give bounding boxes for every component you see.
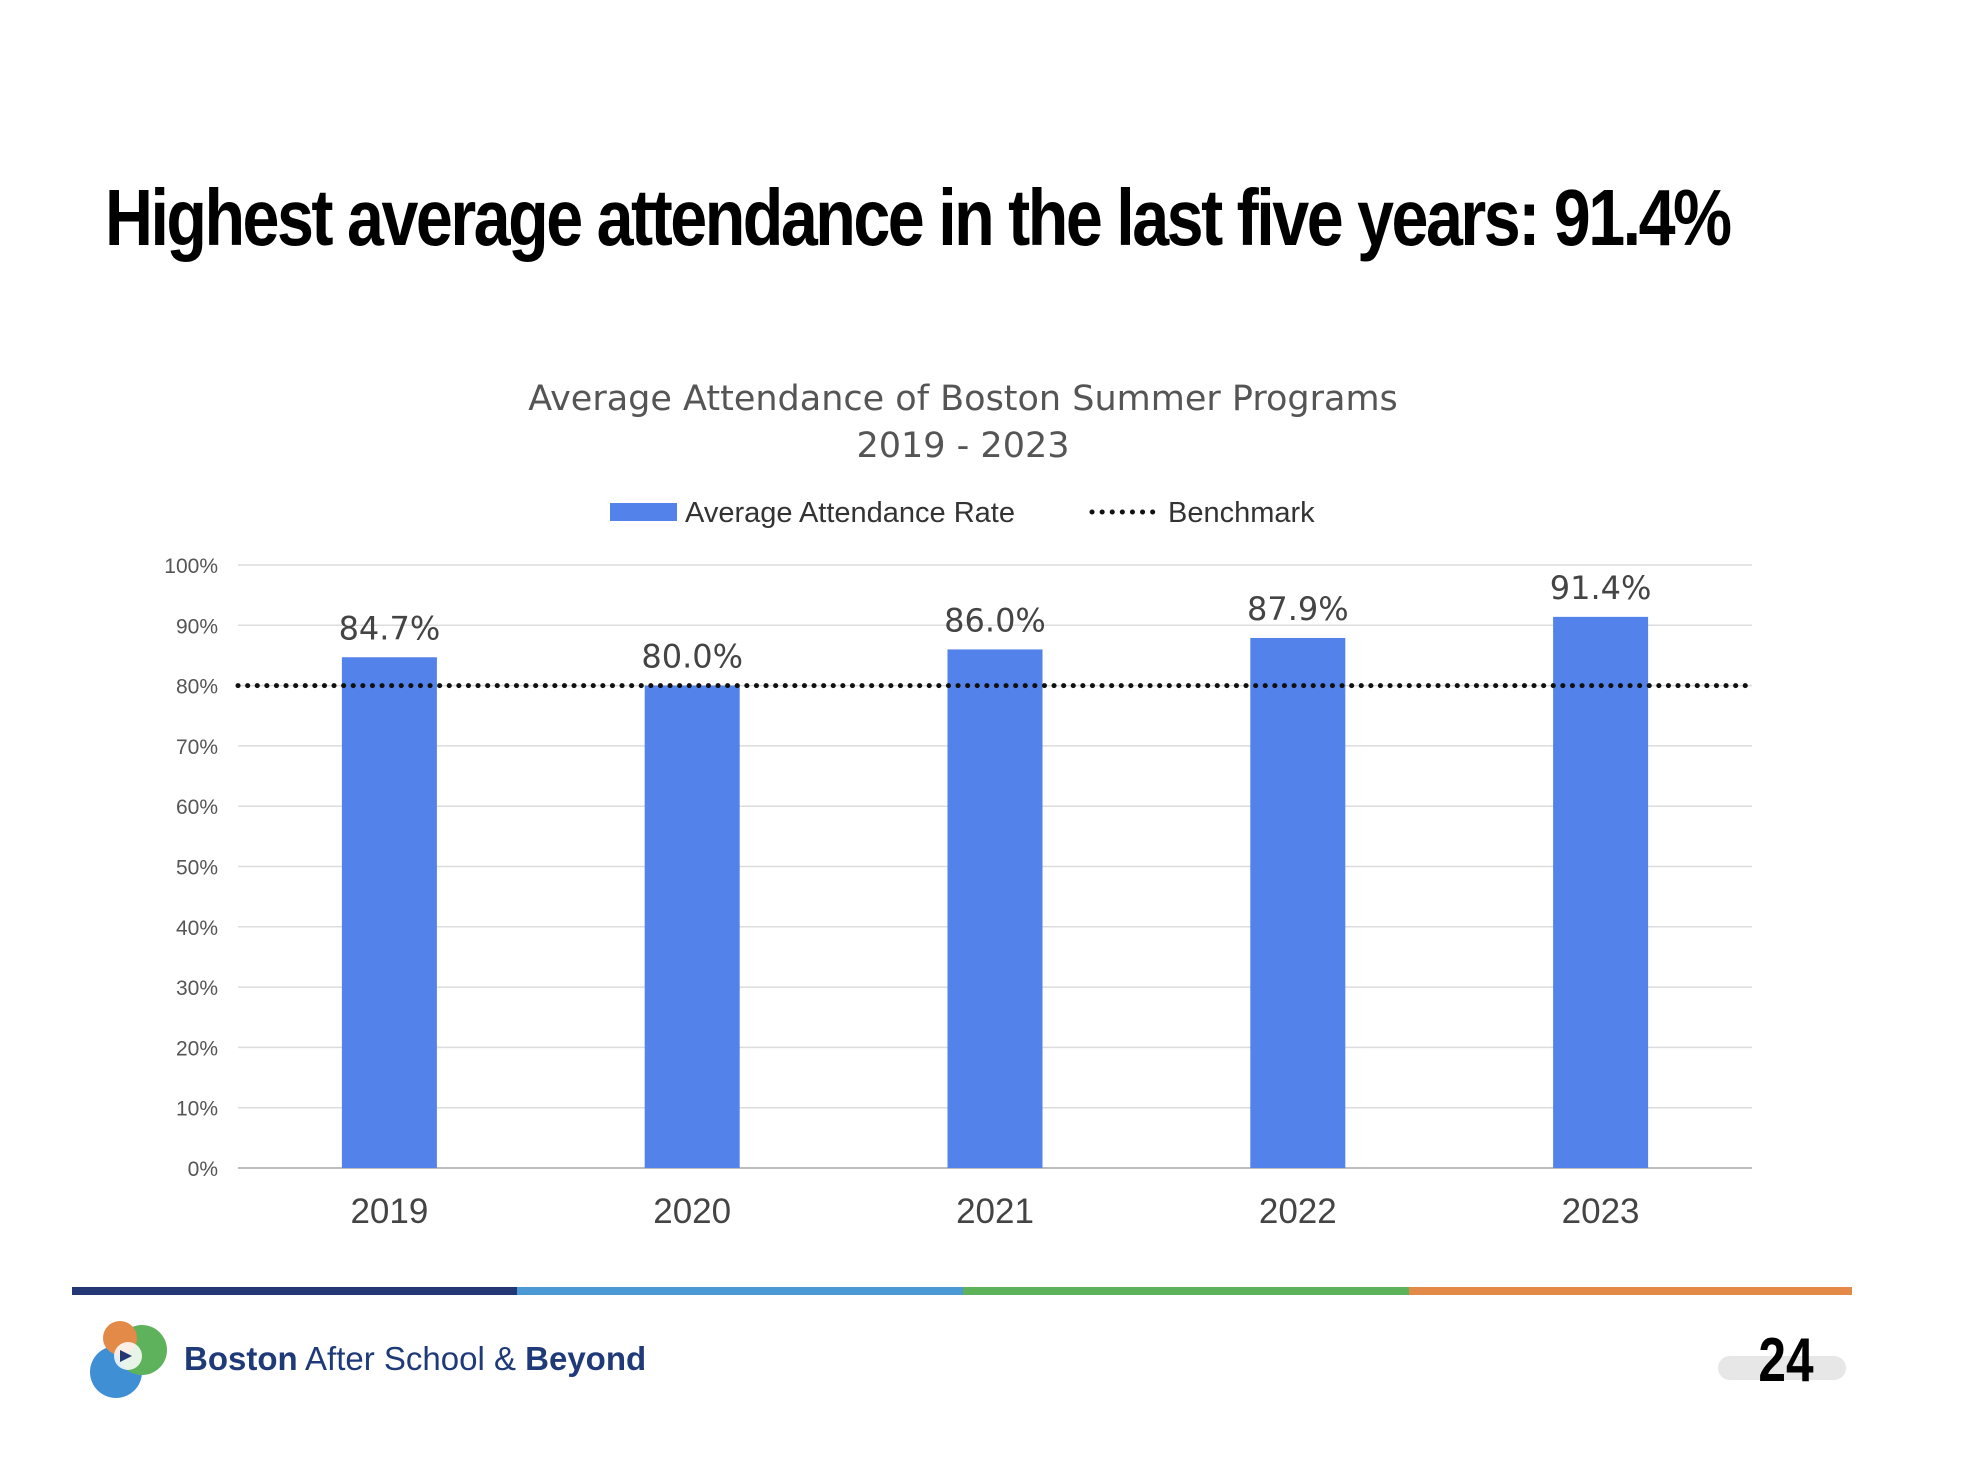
bars — [341, 616, 1649, 1168]
y-axis-ticks: 0% 10% 20% 30% 40% 50% 60% 70% 80% 90% 100% — [164, 555, 218, 1181]
bar — [341, 657, 437, 1168]
legend-label-attendance: Average Attendance Rate — [685, 497, 1015, 529]
y-tick-label: 100% — [164, 555, 218, 578]
bar — [947, 649, 1043, 1168]
page-number-pill — [1718, 1356, 1846, 1380]
legend-label-benchmark: Benchmark — [1168, 497, 1315, 529]
data-label: 91.4% — [1550, 569, 1652, 607]
x-tick-label: 2023 — [1562, 1192, 1640, 1231]
y-tick-label: 20% — [176, 1037, 218, 1060]
brand-name: Boston After School & Beyond — [184, 1340, 646, 1378]
footer-stripe-orange — [1409, 1287, 1852, 1295]
footer-stripe-green — [963, 1287, 1409, 1295]
data-label: 86.0% — [944, 601, 1046, 639]
chart-title: Average Attendance of Boston Summer Prog… — [528, 379, 1398, 419]
bar — [644, 685, 740, 1168]
x-tick-label: 2021 — [956, 1192, 1034, 1231]
slide-title: Highest average attendance in the last f… — [105, 173, 1732, 262]
x-tick-label: 2020 — [653, 1192, 731, 1231]
page-number: 24 — [1758, 1326, 1814, 1395]
y-tick-label: 50% — [176, 857, 218, 880]
y-tick-label: 80% — [176, 676, 218, 699]
data-label: 87.9% — [1247, 590, 1349, 628]
y-tick-label: 60% — [176, 796, 218, 819]
y-tick-label: 0% — [188, 1158, 218, 1181]
y-tick-label: 90% — [176, 615, 218, 638]
x-tick-label: 2019 — [350, 1192, 428, 1231]
footer-stripe-navy — [72, 1287, 517, 1295]
y-tick-label: 70% — [176, 736, 218, 759]
footer-stripe-blue — [517, 1287, 963, 1295]
data-labels: 84.7% 80.0% 86.0% 87.9% 91.4% — [339, 569, 1652, 676]
legend: Average Attendance Rate Benchmark — [610, 497, 1315, 529]
bar — [1553, 616, 1649, 1168]
bsab-logo-icon — [90, 1321, 167, 1398]
legend-swatch-attendance — [610, 503, 677, 521]
y-tick-label: 40% — [176, 917, 218, 940]
chart-subtitle: 2019 - 2023 — [856, 426, 1069, 466]
x-tick-label: 2022 — [1259, 1192, 1337, 1231]
brand-name-boston: Boston — [184, 1340, 298, 1377]
bar — [1250, 637, 1346, 1168]
y-tick-label: 30% — [176, 977, 218, 1000]
brand-name-beyond: Beyond — [525, 1340, 647, 1377]
y-tick-label: 10% — [176, 1098, 218, 1121]
x-axis-ticks: 2019 2020 2021 2022 2023 — [350, 1192, 1639, 1231]
data-label: 80.0% — [641, 638, 743, 676]
data-label: 84.7% — [339, 609, 441, 647]
brand-name-after-school: After School & — [305, 1340, 516, 1377]
